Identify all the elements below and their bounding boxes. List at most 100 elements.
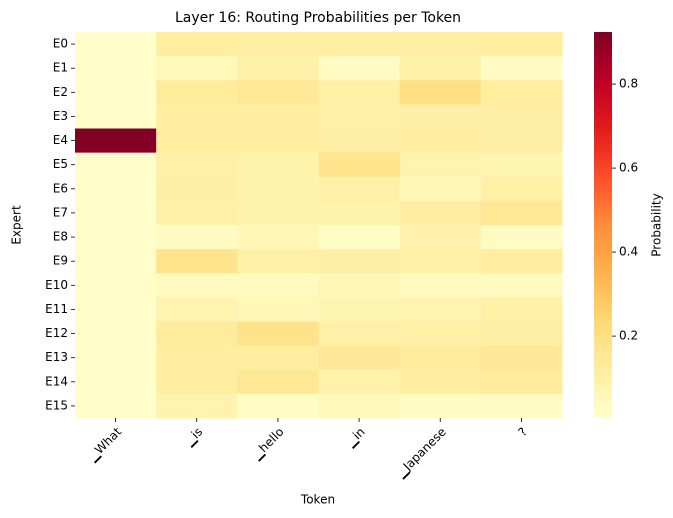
heatmap-cell [237, 225, 319, 250]
x-tick-label: ▁hello [249, 425, 287, 463]
heatmap-cell [399, 152, 482, 178]
heatmap-cell [156, 128, 238, 154]
heatmap-cell [399, 56, 482, 81]
heatmap-cell [156, 152, 238, 178]
heatmap-cell [318, 297, 401, 322]
y-tick-label: E7 [53, 205, 68, 219]
heatmap-cell [318, 393, 401, 419]
heatmap-cell [156, 80, 238, 105]
heatmap-cell [75, 321, 157, 347]
heatmap-cell [75, 249, 157, 274]
heatmap-cell [237, 80, 319, 105]
heatmap-cell [237, 32, 319, 57]
heatmap-cell [480, 104, 563, 129]
heatmap-cell [480, 393, 563, 419]
heatmap-cell [156, 369, 238, 395]
heatmap-cell [237, 273, 319, 298]
heatmap-cell [480, 225, 563, 250]
heatmap-cell [318, 80, 401, 105]
heatmap-cell [156, 393, 238, 419]
heatmap-cell [480, 152, 563, 178]
heatmap-cell [399, 200, 482, 226]
heatmap-cell [237, 393, 319, 419]
heatmap-cell [156, 225, 238, 250]
heatmap-cell [156, 273, 238, 298]
heatmap-cell [156, 321, 238, 347]
heatmap-cell [399, 176, 482, 202]
heatmap-cell [237, 297, 319, 322]
y-tick-label: E11 [45, 302, 68, 316]
heatmap-cell [480, 249, 563, 274]
heatmap-cell [75, 80, 157, 105]
x-tick-label: ▁is [181, 425, 205, 449]
heatmap-cell [399, 369, 482, 395]
y-tick-label: E6 [53, 181, 68, 195]
heatmap-cell [237, 176, 319, 202]
heatmap-cell [156, 345, 238, 371]
heatmap-cell [156, 297, 238, 322]
heatmap-cell [75, 128, 157, 154]
heatmap-cell [399, 249, 482, 274]
y-tick-label: E3 [53, 109, 68, 123]
heatmap-cell [237, 152, 319, 178]
heatmap-cell [318, 345, 401, 371]
heatmap-cell [318, 369, 401, 395]
heatmap-cell [480, 273, 563, 298]
heatmap-cell [318, 32, 401, 57]
heatmap-cell [237, 345, 319, 371]
heatmap-cell [399, 104, 482, 129]
heatmap-cell [480, 200, 563, 226]
heatmap-cell [399, 128, 482, 154]
y-tick-label: E13 [45, 350, 68, 364]
y-tick-label: E12 [45, 326, 68, 340]
y-tick-label: E9 [53, 254, 68, 268]
heatmap-cell [480, 128, 563, 154]
heatmap-cell [237, 249, 319, 274]
heatmap-cell [399, 273, 482, 298]
heatmap-cell [237, 200, 319, 226]
heatmap-cell [318, 152, 401, 178]
heatmap-cell [399, 321, 482, 347]
y-tick-label: E15 [45, 398, 68, 412]
colorbar-tick-label: 0.6 [619, 161, 638, 175]
heatmap-cell [399, 297, 482, 322]
heatmap-cell [480, 176, 563, 202]
y-tick-label: E10 [45, 278, 68, 292]
y-tick-label: E0 [53, 37, 68, 51]
heatmap-cell [318, 225, 401, 250]
heatmap-cell [318, 200, 401, 226]
colorbar-tick-label: 0.8 [619, 77, 638, 91]
colorbar-label: Probability [650, 193, 664, 256]
heatmap-cell [480, 321, 563, 347]
colorbar-tick-label: 0.4 [619, 245, 638, 259]
chart-title: Layer 16: Routing Probabilities per Toke… [175, 10, 461, 26]
heatmap-cell [399, 345, 482, 371]
heatmap-cell [156, 249, 238, 274]
heatmap-cell [399, 393, 482, 419]
heatmap-cell [75, 273, 157, 298]
heatmap-cell [318, 321, 401, 347]
colorbar-tick-label: 0.2 [619, 329, 638, 343]
heatmap-cell [75, 200, 157, 226]
x-tick-label: ▁in [343, 425, 368, 450]
heatmap-cell [75, 297, 157, 322]
heatmap-cell [480, 32, 563, 57]
y-tick-label: E4 [53, 133, 68, 147]
heatmap-cell [237, 128, 319, 154]
x-tick-label: ? [516, 425, 530, 439]
heatmap-cell [156, 200, 238, 226]
heatmap-cell [237, 369, 319, 395]
heatmap-cell [75, 369, 157, 395]
y-tick-label: E8 [53, 230, 68, 244]
heatmap-cell [318, 273, 401, 298]
heatmap-cell [156, 32, 238, 57]
heatmap-cell [156, 104, 238, 129]
x-tick-label: ▁Japanese [393, 425, 449, 481]
y-tick-label: E14 [45, 374, 68, 388]
heatmap-cell [318, 249, 401, 274]
heatmap-cell [318, 176, 401, 202]
heatmap-cell [237, 56, 319, 81]
heatmap-cell [75, 176, 157, 202]
heatmap-cell [318, 104, 401, 129]
